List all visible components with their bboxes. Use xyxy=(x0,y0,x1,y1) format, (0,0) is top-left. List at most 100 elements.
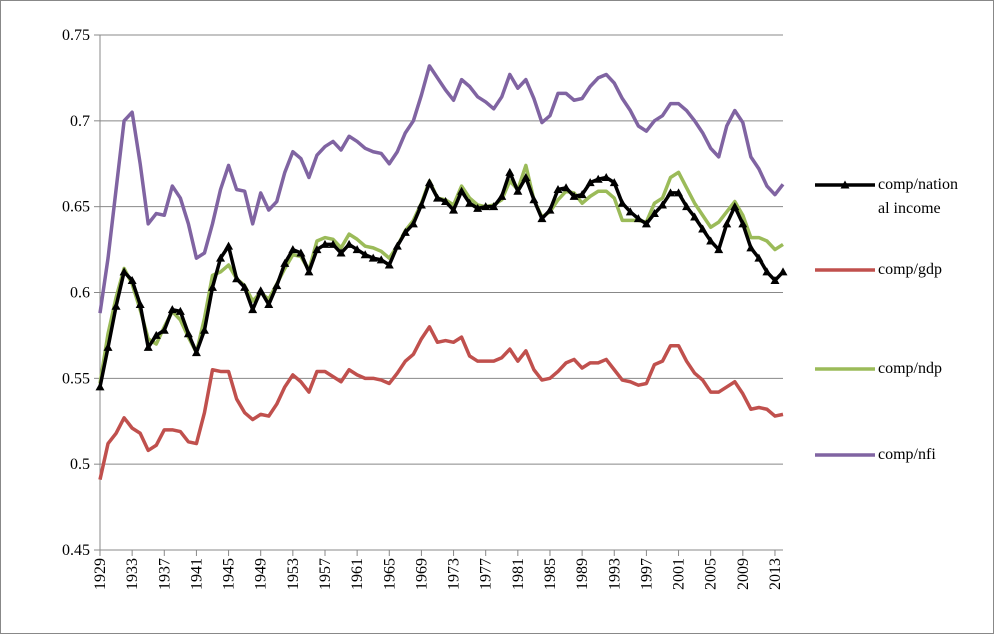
x-tick-label: 1937 xyxy=(156,558,173,590)
data-point xyxy=(738,219,748,228)
data-point xyxy=(505,167,515,176)
data-point xyxy=(682,202,692,211)
x-tick-label: 1985 xyxy=(542,558,559,590)
data-point xyxy=(706,236,716,245)
data-point xyxy=(762,267,772,276)
x-tick-label: 1989 xyxy=(574,558,591,590)
x-tick-label: 1973 xyxy=(446,558,463,590)
data-point xyxy=(521,172,531,181)
x-tick-label: 1953 xyxy=(285,558,302,590)
y-tick-label: 0.65 xyxy=(62,199,90,216)
data-point xyxy=(135,300,145,309)
legend-label: comp/national income xyxy=(878,176,958,217)
x-tick-label: 1945 xyxy=(221,558,238,590)
data-point xyxy=(513,186,523,195)
data-point xyxy=(770,275,780,284)
data-point xyxy=(609,178,619,187)
data-point xyxy=(175,306,185,315)
series-line xyxy=(98,325,784,480)
data-point xyxy=(207,282,217,291)
data-point xyxy=(537,214,547,223)
data-point xyxy=(432,193,442,202)
data-point xyxy=(698,224,708,233)
x-tick-label: 1949 xyxy=(253,558,270,590)
data-point xyxy=(199,325,209,334)
y-tick-label: 0.55 xyxy=(62,370,90,387)
data-point xyxy=(232,274,242,283)
data-point xyxy=(167,305,177,314)
data-point xyxy=(119,267,129,276)
data-point xyxy=(224,241,234,250)
x-tick-label: 1929 xyxy=(92,558,109,590)
x-tick-label: 1965 xyxy=(381,558,398,590)
data-point xyxy=(714,245,724,254)
legend-label: comp/ndp xyxy=(878,360,942,377)
data-point xyxy=(657,200,667,209)
data-point xyxy=(416,200,426,209)
data-point xyxy=(408,219,418,228)
data-point xyxy=(561,183,571,192)
data-point xyxy=(392,241,402,250)
data-point xyxy=(778,267,788,276)
data-point xyxy=(320,239,330,248)
data-point xyxy=(481,202,491,211)
x-tick-label: 1981 xyxy=(510,558,527,590)
data-point xyxy=(465,198,475,207)
data-point xyxy=(368,253,378,262)
data-point xyxy=(690,212,700,221)
data-point xyxy=(577,190,587,199)
x-tick-label: 1993 xyxy=(606,558,623,590)
data-point xyxy=(641,219,651,228)
data-point xyxy=(296,248,306,257)
data-point xyxy=(601,172,611,181)
legend-marker xyxy=(840,180,850,189)
data-point xyxy=(143,342,153,351)
y-tick-label: 0.6 xyxy=(70,285,90,302)
data-point xyxy=(473,203,483,212)
data-point xyxy=(400,227,410,236)
data-point xyxy=(666,188,676,197)
data-point xyxy=(95,382,105,391)
data-point xyxy=(730,202,740,211)
data-point xyxy=(593,174,603,183)
x-tick-label: 2005 xyxy=(703,558,720,590)
data-point xyxy=(529,195,539,204)
data-point xyxy=(649,209,659,218)
data-point xyxy=(336,248,346,257)
x-tick-label: 1961 xyxy=(349,558,366,590)
x-tick-label: 1977 xyxy=(478,558,495,590)
data-point xyxy=(674,188,684,197)
y-tick-label: 0.75 xyxy=(62,27,90,44)
data-point xyxy=(457,186,467,195)
data-point xyxy=(344,239,354,248)
data-point xyxy=(746,243,756,252)
data-point xyxy=(553,185,563,193)
data-point xyxy=(151,330,161,339)
data-point xyxy=(264,300,274,309)
data-point xyxy=(489,202,499,211)
data-point xyxy=(617,198,627,207)
data-point xyxy=(449,205,459,214)
data-point xyxy=(103,342,113,351)
x-tick-label: 2001 xyxy=(671,558,688,590)
data-point xyxy=(360,250,370,259)
data-point xyxy=(312,245,322,254)
data-point xyxy=(111,301,121,310)
data-point xyxy=(441,197,451,206)
data-point xyxy=(633,214,643,223)
data-point xyxy=(754,253,764,262)
x-tick-label: 1933 xyxy=(124,558,141,590)
data-point xyxy=(127,275,137,284)
data-point xyxy=(328,239,338,248)
data-point xyxy=(585,178,595,187)
data-point xyxy=(280,258,290,267)
data-point xyxy=(216,253,226,262)
x-tick-label: 2013 xyxy=(767,558,784,590)
y-tick-label: 0.45 xyxy=(62,542,90,559)
x-tick-label: 1997 xyxy=(638,558,655,590)
data-point xyxy=(183,329,193,338)
x-tick-label: 1957 xyxy=(317,558,334,590)
data-point xyxy=(545,205,555,214)
